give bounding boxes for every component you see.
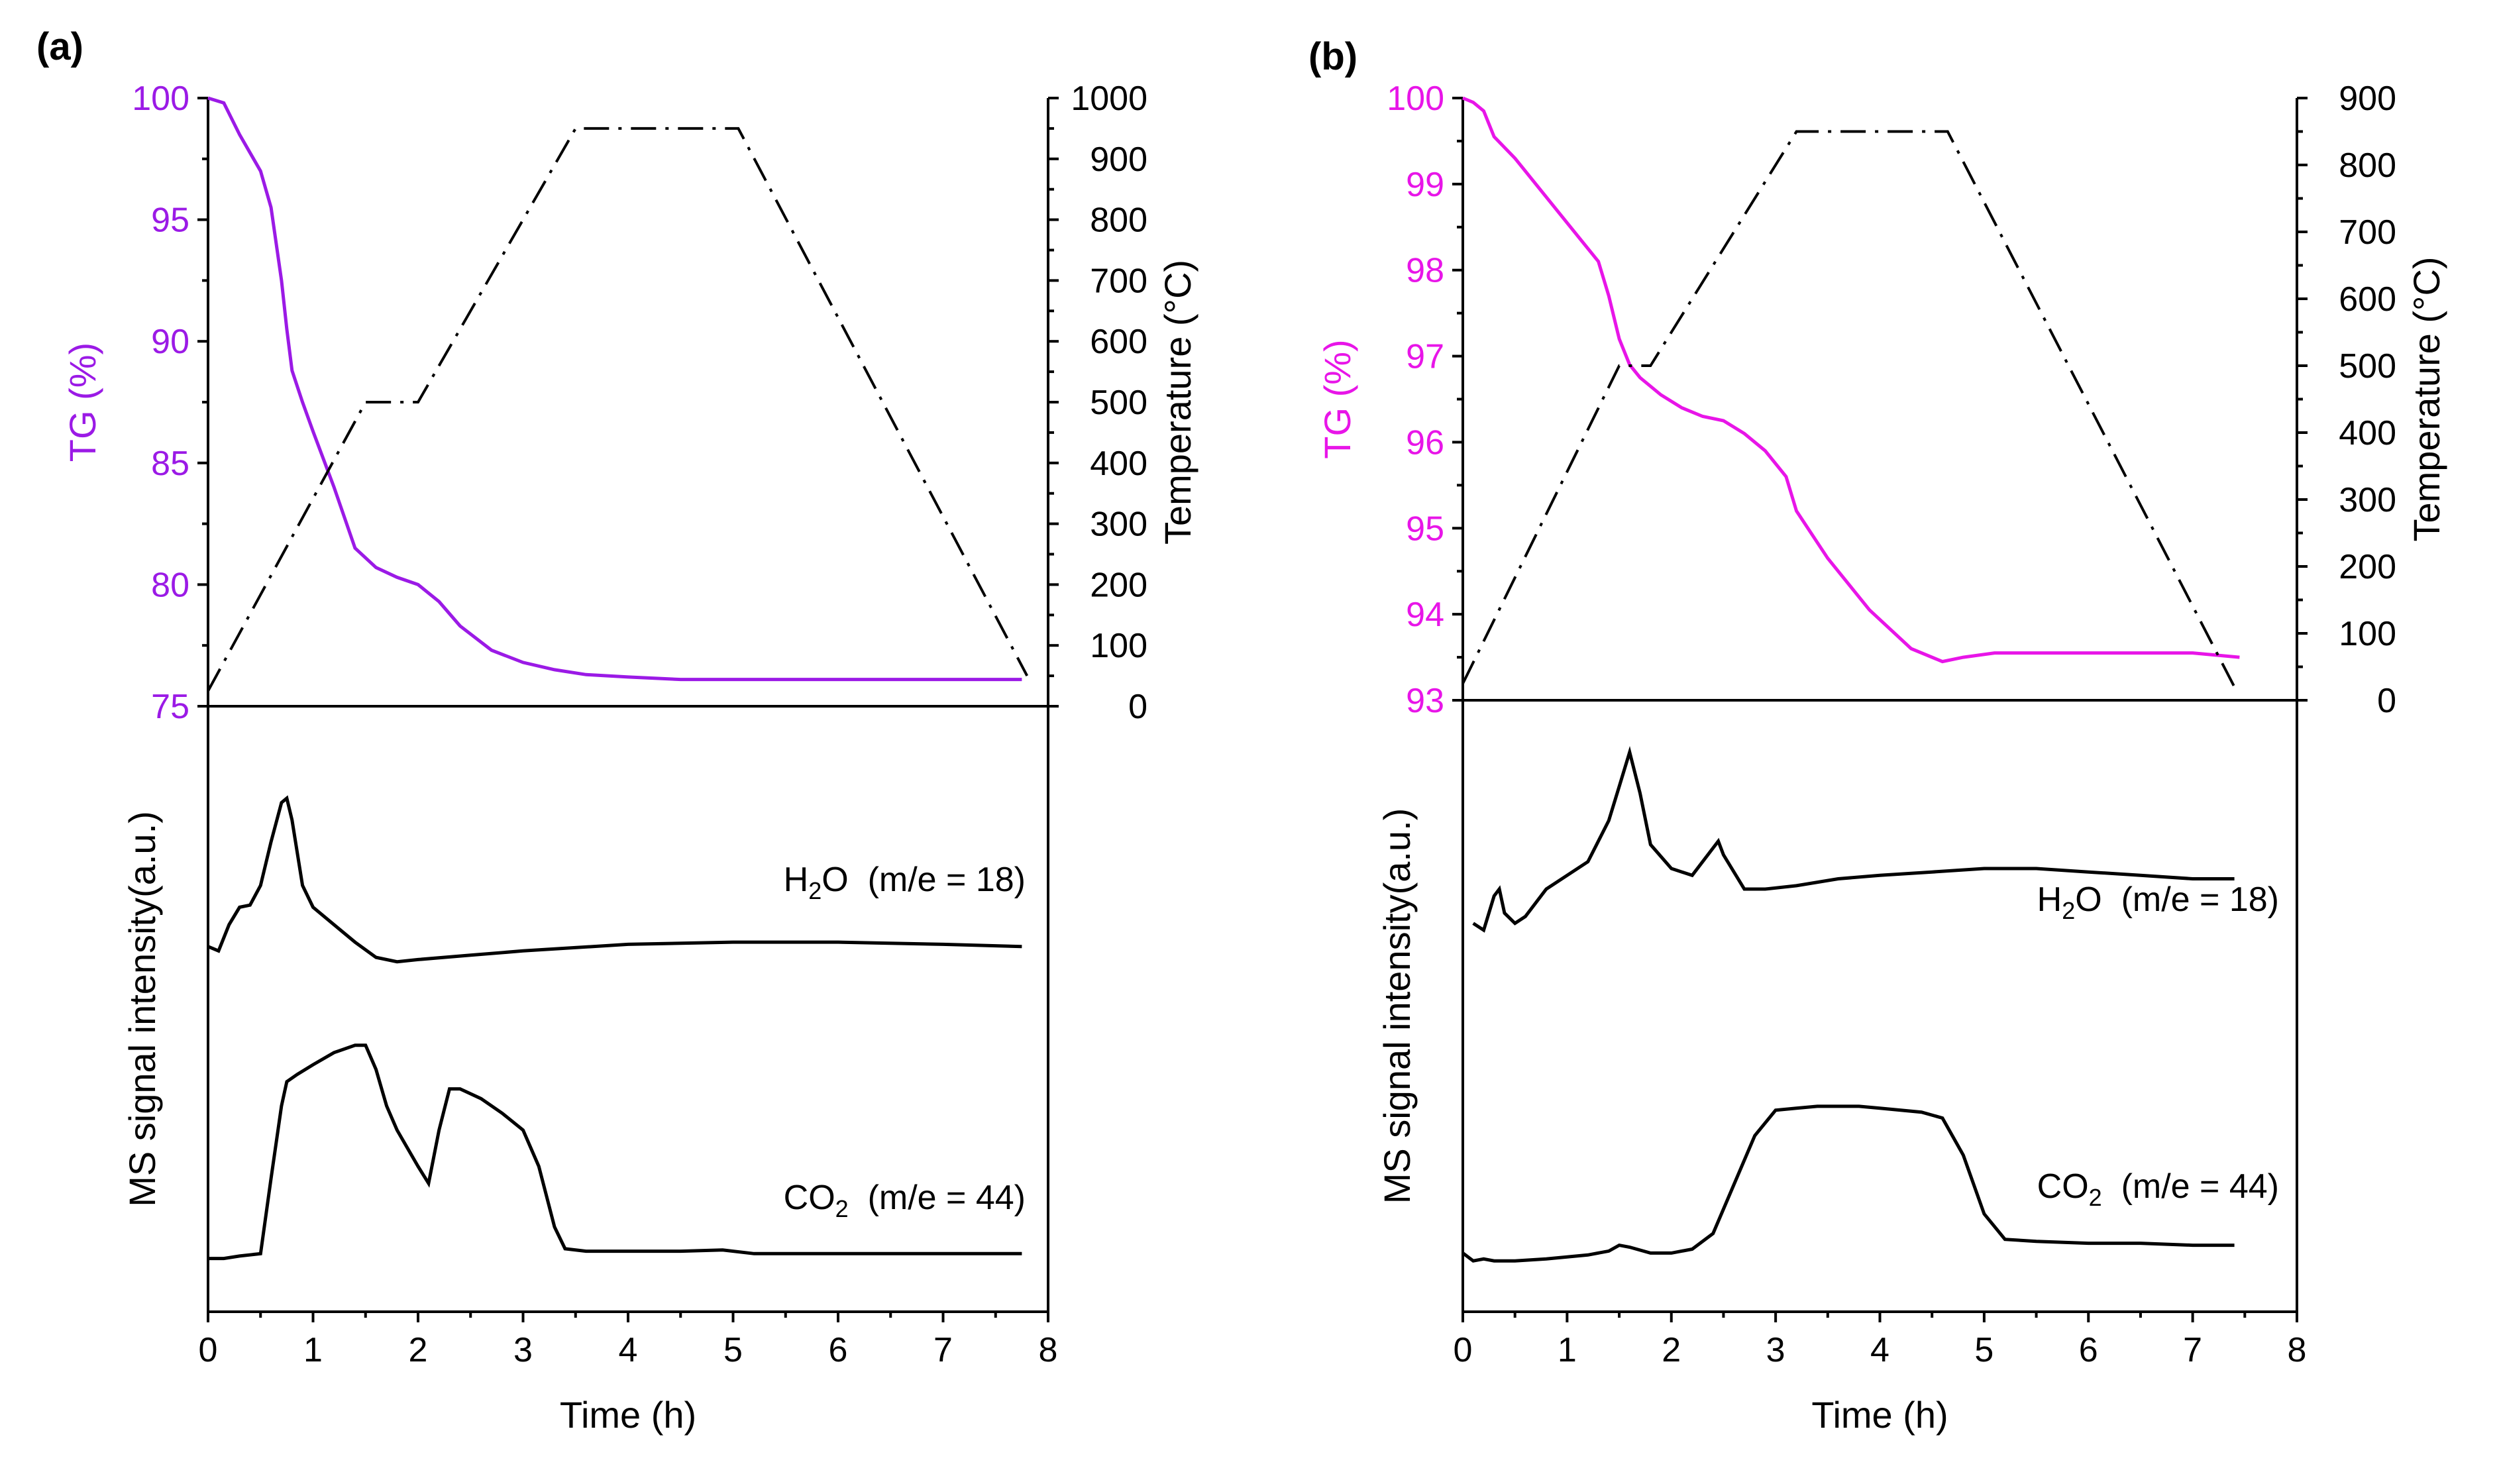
x-tick-label: 1 <box>303 1331 323 1369</box>
series-label-subscript: 2 <box>2089 1184 2102 1211</box>
left-y-tick-label: 94 <box>1406 596 1444 634</box>
panel-label: (b) <box>1308 35 1357 78</box>
left-y-tick-label: 93 <box>1406 682 1444 720</box>
right-y-tick-label: 100 <box>1090 627 1147 665</box>
h2o-ms-curve <box>1472 745 2235 933</box>
right-y-tick-label: 800 <box>2339 146 2396 185</box>
right-y-tick-label: 100 <box>2339 615 2396 653</box>
panel-b: (b) 0 1 2 3 4 5 6 7 8 Time (h) 93 94 95 96 97 98 99 100 TG … <box>1308 35 2447 1436</box>
series-label-rest: O (m/e = 18) <box>2075 880 2279 919</box>
left-y-tick-label: 100 <box>132 80 189 118</box>
h2o-series-label: H2O (m/e = 18) <box>784 861 1026 904</box>
x-tick-label: 4 <box>619 1331 638 1369</box>
x-tick-label: 2 <box>409 1331 428 1369</box>
x-tick-label: 5 <box>1974 1331 1994 1369</box>
series-label-rest: O (m/e = 18) <box>822 861 1026 899</box>
right-y-tick-label: 300 <box>2339 481 2396 519</box>
panel-a: (a) 0 1 2 3 4 5 6 7 8 Time (h) 75 80 85 90 95 100 TG (%) 0… <box>36 25 1198 1436</box>
series-label-main: H <box>784 861 809 899</box>
x-tick-label: 8 <box>2288 1331 2307 1369</box>
left-y-axis-title: TG (%) <box>1316 339 1358 458</box>
x-tick-label: 2 <box>1662 1331 1681 1369</box>
co2-ms-curve <box>208 1043 1022 1261</box>
right-y-tick-label: 1000 <box>1071 80 1147 118</box>
ms-y-axis-title: MS signal intensity(a.u.) <box>1376 808 1418 1204</box>
x-tick-label: 5 <box>723 1331 743 1369</box>
right-y-tick-label: 800 <box>1090 201 1147 240</box>
right-y-tick-label: 200 <box>2339 548 2396 586</box>
tg-curve <box>207 96 1022 682</box>
series-label-rest: (m/e = 44) <box>2102 1167 2279 1206</box>
right-y-axis-title: Temperature (°C) <box>2406 256 2447 541</box>
right-y-tick-label: 500 <box>1090 384 1147 422</box>
x-tick-label: 3 <box>1766 1331 1785 1369</box>
left-y-tick-label: 99 <box>1406 166 1444 204</box>
temperature-curve <box>207 127 1029 692</box>
left-y-tick-label: 85 <box>151 445 189 483</box>
right-y-tick-label: 700 <box>2339 213 2396 252</box>
tg-curve <box>1462 96 2240 664</box>
ms-y-axis-title: MS signal intensity(a.u.) <box>121 811 163 1207</box>
x-tick-label: 0 <box>199 1331 218 1369</box>
x-axis-title: Time (h) <box>560 1394 696 1436</box>
left-y-tick-label: 75 <box>151 688 189 726</box>
right-y-tick-label: 900 <box>1090 140 1147 179</box>
right-y-tick-label: 400 <box>1090 445 1147 483</box>
series-label-main: H <box>2037 880 2062 919</box>
x-tick-label: 0 <box>1454 1331 1473 1369</box>
x-tick-label: 1 <box>1558 1331 1577 1369</box>
right-y-tick-label: 600 <box>1090 323 1147 361</box>
panel-label: (a) <box>36 25 83 68</box>
left-y-tick-label: 90 <box>151 323 189 361</box>
series-label-main: CO <box>2037 1167 2089 1206</box>
left-y-axis-title: TG (%) <box>62 343 103 462</box>
left-y-tick-label: 95 <box>151 201 189 240</box>
left-y-tick-label: 95 <box>1406 509 1444 548</box>
left-y-tick-label: 98 <box>1406 252 1444 290</box>
right-y-tick-label: 400 <box>2339 414 2396 452</box>
right-y-tick-label: 600 <box>2339 280 2396 319</box>
right-y-tick-label: 300 <box>1090 505 1147 544</box>
series-label-rest: (m/e = 44) <box>849 1179 1026 1217</box>
left-y-tick-label: 96 <box>1406 423 1444 462</box>
series-label-subscript: 2 <box>2062 897 2075 924</box>
h2o-ms-curve <box>207 795 1022 964</box>
temperature-curve <box>1462 130 2236 688</box>
right-y-tick-label: 0 <box>2377 682 2396 720</box>
series-label-subscript: 2 <box>835 1195 849 1222</box>
right-y-axis-title: Temperature (°C) <box>1157 260 1198 545</box>
series-label-main: CO <box>784 1179 835 1217</box>
right-y-tick-label: 500 <box>2339 347 2396 386</box>
right-y-tick-label: 0 <box>1128 688 1147 726</box>
series-label-subscript: 2 <box>808 877 822 904</box>
x-tick-label: 8 <box>1039 1331 1058 1369</box>
x-tick-label: 3 <box>513 1331 533 1369</box>
co2-series-label: CO2 (m/e = 44) <box>2037 1167 2279 1211</box>
right-y-tick-label: 200 <box>1090 566 1147 604</box>
h2o-series-label: H2O (m/e = 18) <box>2037 880 2279 924</box>
x-tick-label: 6 <box>2079 1331 2098 1369</box>
x-tick-label: 7 <box>2183 1331 2202 1369</box>
x-tick-label: 6 <box>829 1331 848 1369</box>
co2-series-label: CO2 (m/e = 44) <box>784 1179 1026 1222</box>
right-y-tick-label: 700 <box>1090 262 1147 300</box>
left-y-tick-label: 100 <box>1387 80 1444 118</box>
left-y-tick-label: 80 <box>151 566 189 604</box>
x-tick-label: 7 <box>933 1331 953 1369</box>
right-y-tick-label: 900 <box>2339 80 2396 118</box>
co2-ms-curve <box>1462 1104 2235 1263</box>
left-y-tick-label: 97 <box>1406 338 1444 376</box>
x-tick-label: 4 <box>1870 1331 1889 1369</box>
x-axis-title: Time (h) <box>1811 1394 1948 1436</box>
